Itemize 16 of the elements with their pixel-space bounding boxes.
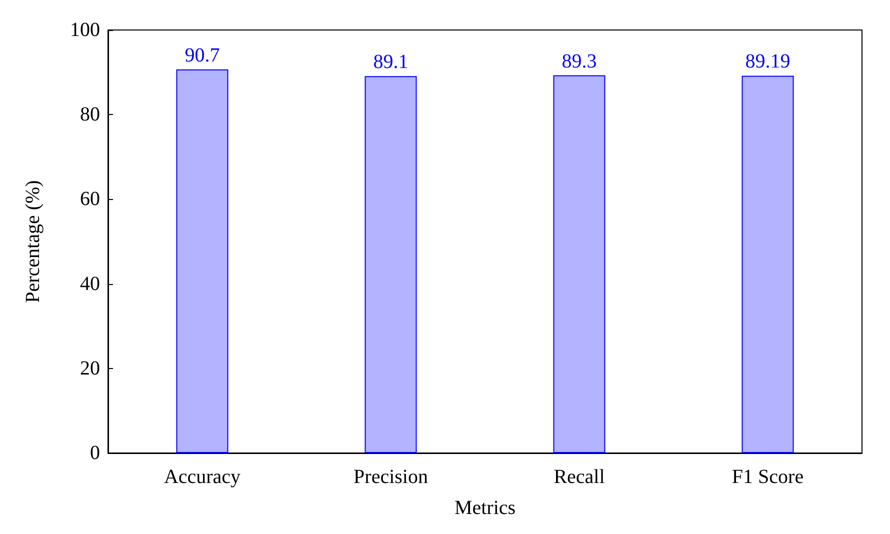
y-tick-label: 100 [70, 19, 100, 41]
x-tick-label: F1 Score [732, 466, 804, 488]
y-tick-label: 40 [80, 272, 100, 295]
y-tick-label: 60 [80, 188, 100, 210]
y-tick-label: 0 [90, 442, 100, 464]
data-label: 89.19 [745, 50, 790, 73]
x-tick-label: Precision [354, 466, 428, 488]
data-label: 90.7 [184, 44, 220, 66]
y-axis-title: Percentage (%) [22, 180, 44, 303]
y-tick-label: 80 [80, 104, 100, 126]
x-tick-label: Recall [554, 466, 606, 488]
y-tick-label: 20 [80, 357, 100, 380]
data-label: 89.1 [373, 51, 408, 74]
x-axis-title: Metrics [454, 497, 516, 519]
data-label: 89.3 [562, 50, 597, 72]
x-tick-label: Accuracy [164, 466, 241, 488]
